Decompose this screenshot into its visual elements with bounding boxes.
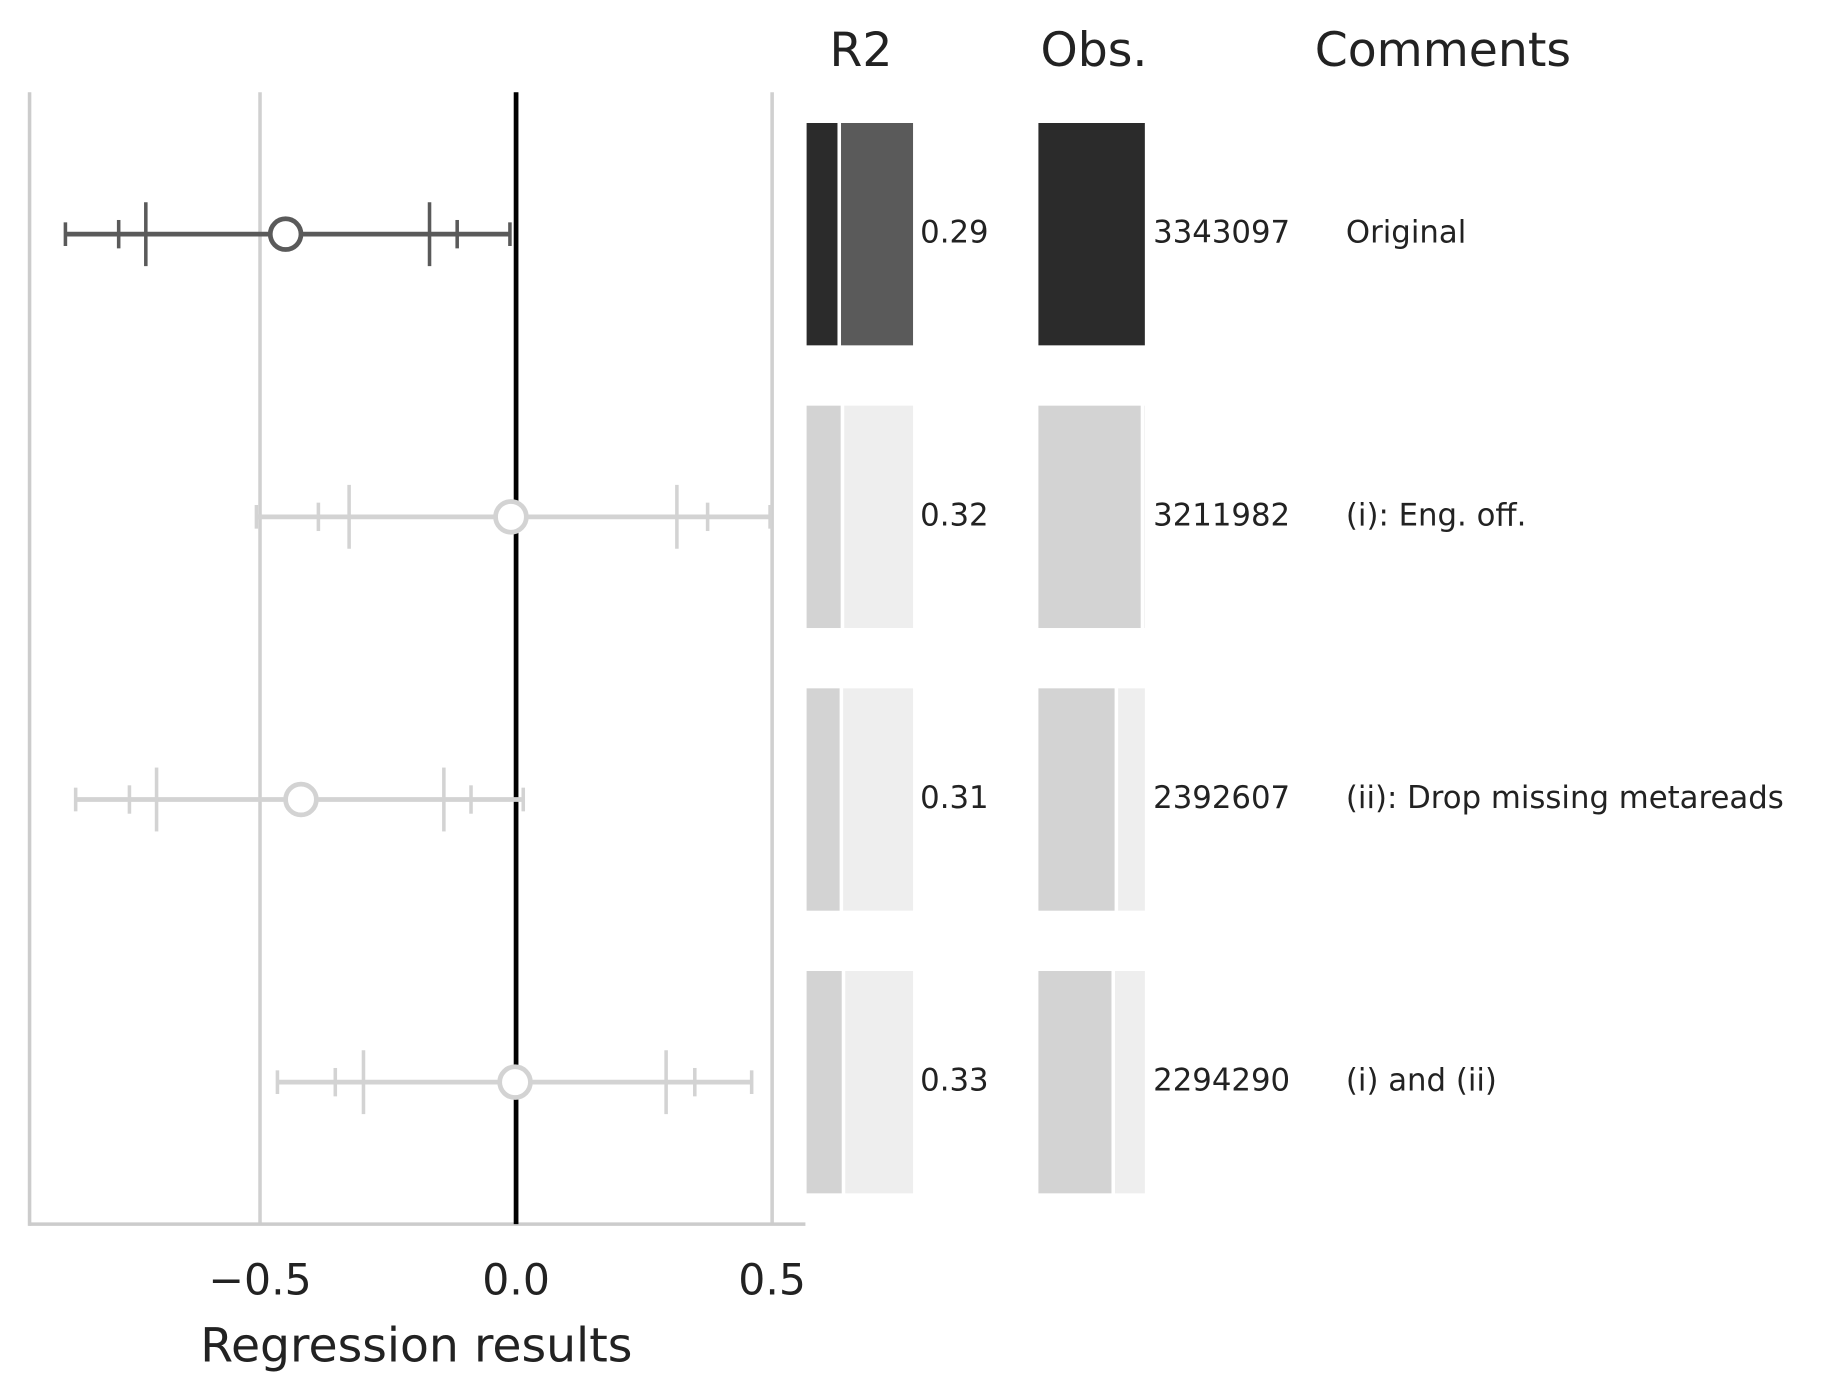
r2-rest (845, 970, 914, 1194)
x-tick-label: −0.5 (208, 1256, 311, 1306)
column-header: Comments (1315, 23, 1571, 78)
chart-body: Regression results R2 Obs. Comments −0.5… (27, 23, 1784, 1373)
r2-bar (806, 405, 841, 629)
comment: Original (1346, 215, 1466, 251)
r2-bar (806, 688, 840, 911)
obs-bar (1038, 405, 1141, 629)
obs-rest (1118, 688, 1145, 911)
r2-label: 0.31 (920, 780, 988, 816)
obs-label: 2392607 (1153, 780, 1290, 816)
column-header: Obs. (1041, 23, 1148, 78)
estimate (283, 781, 319, 818)
r2-label: 0.32 (920, 497, 988, 533)
estimate (267, 216, 304, 252)
r2-rest (843, 688, 914, 911)
comment: (ii): Drop missing metareads (1346, 780, 1784, 816)
x-tick-label: 0.0 (482, 1256, 550, 1306)
obs-bar (1038, 123, 1145, 346)
obs-bar (1038, 688, 1115, 911)
r2-bar (806, 123, 838, 346)
comment: (i): Eng. off. (1346, 497, 1526, 533)
obs-bar (1038, 970, 1112, 1194)
r2-label: 0.29 (920, 215, 988, 251)
x-axis-label: Regression results (200, 1318, 632, 1373)
obs-label: 3343097 (1153, 215, 1290, 251)
r2-bar (806, 970, 842, 1194)
estimate (493, 499, 529, 535)
column-header: R2 (830, 23, 893, 78)
x-tick-label: 0.5 (738, 1256, 806, 1306)
estimate (497, 1064, 533, 1100)
r2-label: 0.33 (920, 1063, 988, 1099)
r2-rest (844, 405, 914, 629)
obs-label: 2294290 (1153, 1063, 1290, 1099)
obs-rest (1115, 970, 1145, 1194)
comment: (i) and (ii) (1346, 1063, 1497, 1099)
obs-label: 3211982 (1153, 497, 1290, 533)
r2-rest (841, 123, 914, 346)
obs-rest (1144, 405, 1145, 629)
